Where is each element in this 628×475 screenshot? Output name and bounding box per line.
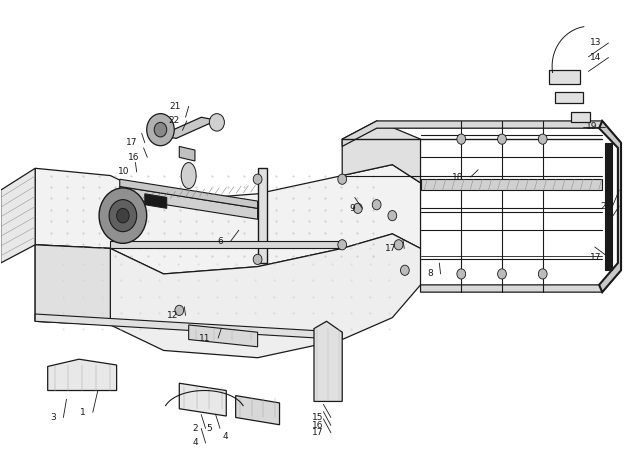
Text: 21: 21: [170, 102, 181, 111]
Polygon shape: [571, 112, 590, 122]
Circle shape: [394, 240, 403, 250]
Text: 12: 12: [166, 311, 178, 320]
Polygon shape: [421, 179, 602, 190]
Text: 3: 3: [50, 413, 56, 422]
Text: 7: 7: [606, 186, 612, 195]
Polygon shape: [35, 234, 421, 358]
Circle shape: [457, 134, 465, 144]
Text: 17: 17: [590, 253, 601, 262]
Text: 9: 9: [349, 204, 355, 213]
Text: 15: 15: [312, 413, 323, 422]
Text: 10: 10: [117, 167, 129, 176]
Polygon shape: [605, 143, 612, 270]
Text: 11: 11: [199, 333, 210, 342]
Circle shape: [99, 188, 147, 243]
Polygon shape: [35, 165, 421, 274]
Polygon shape: [179, 146, 195, 161]
Polygon shape: [161, 117, 217, 138]
Circle shape: [497, 269, 506, 279]
Circle shape: [354, 203, 362, 213]
Polygon shape: [314, 321, 342, 401]
Circle shape: [253, 254, 262, 265]
Text: 18: 18: [452, 172, 463, 181]
Polygon shape: [181, 162, 196, 189]
Polygon shape: [599, 121, 621, 292]
Text: 4: 4: [222, 432, 228, 441]
Circle shape: [388, 210, 397, 221]
Circle shape: [497, 134, 506, 144]
Text: 6: 6: [217, 237, 223, 246]
Polygon shape: [1, 168, 35, 263]
Polygon shape: [342, 121, 421, 183]
Text: 17: 17: [312, 428, 323, 437]
Polygon shape: [179, 383, 226, 416]
Text: 1: 1: [80, 408, 85, 417]
Polygon shape: [120, 187, 257, 219]
Circle shape: [147, 114, 174, 146]
Polygon shape: [257, 168, 267, 263]
Text: 4: 4: [192, 438, 198, 447]
Text: 8: 8: [427, 269, 433, 278]
Text: 17: 17: [126, 138, 138, 147]
Text: 22: 22: [168, 116, 179, 125]
Text: 5: 5: [207, 424, 212, 433]
Polygon shape: [35, 314, 342, 340]
Circle shape: [209, 114, 224, 131]
Text: 14: 14: [590, 53, 601, 62]
Polygon shape: [188, 325, 257, 347]
Polygon shape: [120, 179, 257, 209]
Polygon shape: [421, 263, 621, 292]
Circle shape: [457, 269, 465, 279]
Circle shape: [117, 209, 129, 223]
Circle shape: [154, 123, 167, 137]
Circle shape: [538, 134, 547, 144]
Circle shape: [538, 269, 547, 279]
Circle shape: [109, 200, 137, 232]
Text: 16: 16: [312, 421, 323, 430]
Text: 19: 19: [586, 122, 597, 131]
Text: 17: 17: [385, 244, 397, 253]
Polygon shape: [145, 194, 167, 209]
Polygon shape: [342, 121, 621, 150]
Polygon shape: [48, 359, 117, 390]
Text: 13: 13: [590, 38, 601, 48]
Polygon shape: [549, 70, 580, 85]
Polygon shape: [111, 241, 342, 248]
Text: 2: 2: [192, 424, 198, 433]
Polygon shape: [236, 396, 279, 425]
Circle shape: [253, 174, 262, 184]
Circle shape: [401, 265, 409, 275]
Circle shape: [338, 240, 347, 250]
Circle shape: [175, 305, 183, 315]
Circle shape: [338, 174, 347, 184]
Circle shape: [372, 200, 381, 210]
Text: 20: 20: [600, 202, 612, 211]
Polygon shape: [35, 245, 111, 325]
Text: 16: 16: [128, 153, 140, 162]
Polygon shape: [555, 92, 583, 103]
